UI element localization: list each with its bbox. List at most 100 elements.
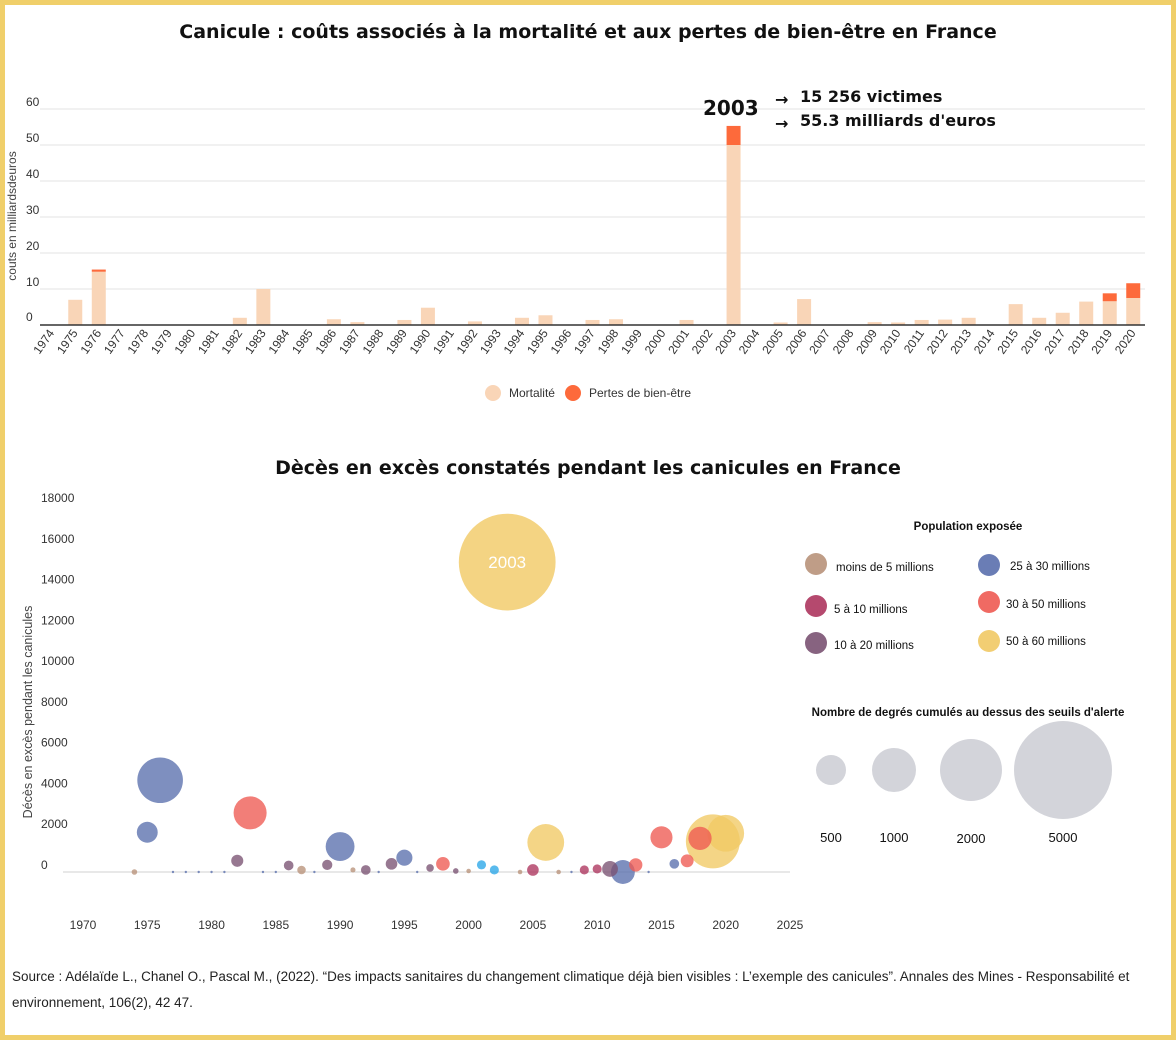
population-legend-swatch xyxy=(978,630,1000,652)
bar-x-tick-label: 2014 xyxy=(971,326,998,356)
bar-x-tick-label: 1989 xyxy=(383,326,410,356)
bubble-1982 xyxy=(231,854,244,867)
bar-x-tick-label: 1996 xyxy=(548,326,575,356)
bar-chart-title: Canicule : coûts associés à la mortalité… xyxy=(179,21,997,43)
bar-x-tick-label: 1983 xyxy=(242,326,269,356)
bar-x-tick-label: 1987 xyxy=(336,326,363,356)
bar-x-tick-label: 2007 xyxy=(806,326,833,356)
legend-label-pertes: Pertes de bien-être xyxy=(588,386,692,400)
bar-mortalite-2010 xyxy=(891,322,906,325)
bubble-x-tick-label: 2000 xyxy=(455,918,482,932)
bar-mortalite-2012 xyxy=(938,319,953,325)
bar-pertes-2003 xyxy=(726,125,741,145)
bar-x-tick-label: 2006 xyxy=(783,326,810,356)
bubble-1979 xyxy=(197,870,200,874)
bar-x-tick-label: 2002 xyxy=(689,326,716,356)
size-legend-label: 500 xyxy=(820,830,842,845)
bar-x-tick-label: 2018 xyxy=(1065,326,1092,356)
bubble-1981 xyxy=(223,870,226,874)
annotation-arrow-1: → xyxy=(775,90,789,109)
bar-mortalite-1990 xyxy=(420,307,435,325)
bar-mortalite-1986 xyxy=(326,319,341,325)
bar-mortalite-1975 xyxy=(68,299,83,325)
size-legend-circle xyxy=(872,748,916,792)
size-legend-label: 2000 xyxy=(957,831,986,846)
bubble-2000 xyxy=(466,868,471,874)
bar-mortalite-2019 xyxy=(1102,301,1117,325)
population-legend-swatch xyxy=(805,595,827,617)
bar-mortalite-2015 xyxy=(1008,304,1023,325)
bar-y-tick-label: 10 xyxy=(26,275,40,289)
bubble-1990 xyxy=(325,832,355,861)
bar-pertes-2019 xyxy=(1102,293,1117,302)
bubble-y-tick-label: 4000 xyxy=(41,776,68,790)
bar-x-tick-label: 2000 xyxy=(642,326,669,356)
bubble-y-tick-label: 0 xyxy=(41,858,48,872)
bubble-x-tick-label: 2005 xyxy=(520,918,547,932)
bubble-chart-title: Dècès en excès constatés pendant les can… xyxy=(275,457,901,479)
bar-x-tick-label: 1992 xyxy=(454,326,481,356)
bar-y-tick-label: 40 xyxy=(26,167,40,181)
bar-x-tick-label: 1976 xyxy=(77,326,104,356)
bar-mortalite-2016 xyxy=(1032,317,1047,325)
bubble-2004 xyxy=(517,869,523,875)
bar-x-tick-label: 2005 xyxy=(759,326,786,356)
population-legend-label: 50 à 60 millions xyxy=(1006,636,1086,648)
bubble-x-tick-label: 2010 xyxy=(584,918,611,932)
bubble-1987 xyxy=(297,865,306,875)
bar-mortalite-1998 xyxy=(609,319,624,325)
bar-mortalite-2001 xyxy=(679,319,694,325)
bubble-1984 xyxy=(261,870,265,874)
bubble-2018 xyxy=(688,826,712,850)
bar-mortalite-2009 xyxy=(867,322,882,325)
source-citation: Source : Adélaïde L., Chanel O., Pascal … xyxy=(12,969,1130,1010)
bubble-2003-label: 2003 xyxy=(488,553,526,572)
bubble-2007 xyxy=(556,869,561,875)
bubble-2013 xyxy=(629,858,643,872)
bubble-1976 xyxy=(137,757,183,804)
bubble-y-axis-label: Décès en excès pendant les canicules xyxy=(21,606,35,819)
size-legend-title: Nombre de degrés cumulés au dessus des s… xyxy=(812,707,1125,719)
legend-swatch-mortalite xyxy=(484,385,501,401)
bar-mortalite-2013 xyxy=(961,317,976,325)
bar-x-tick-label: 1975 xyxy=(54,326,81,356)
bar-x-tick-label: 1978 xyxy=(124,326,151,356)
bubble-x-tick-label: 1980 xyxy=(198,918,225,932)
bar-x-tick-label: 1998 xyxy=(595,326,622,356)
bar-x-tick-label: 2016 xyxy=(1018,326,1045,356)
bubble-2015 xyxy=(650,826,673,849)
bubble-2011 xyxy=(602,861,618,877)
bar-x-tick-label: 1985 xyxy=(289,326,316,356)
bubble-1997 xyxy=(426,864,434,872)
population-legend-swatch xyxy=(978,554,1000,576)
bubble-2003 xyxy=(458,513,556,611)
bubble-2008 xyxy=(570,870,573,874)
bubble-1994 xyxy=(385,858,398,870)
bar-y-axis-label: couts en milliardsdeuros xyxy=(5,151,19,280)
bar-x-tick-label: 1994 xyxy=(501,326,528,356)
bar-x-tick-label: 1981 xyxy=(195,326,222,356)
bubble-1975 xyxy=(136,821,158,843)
legend-item-mortalite[interactable]: Mortalité xyxy=(484,385,555,401)
bar-x-tick-label: 1984 xyxy=(266,326,293,356)
bubble-1996 xyxy=(416,870,419,874)
bar-mortalite-1983 xyxy=(256,289,271,325)
bar-pertes-1976 xyxy=(91,269,106,272)
annotation-victims: 15 256 victimes xyxy=(800,87,943,106)
bar-x-tick-label: 1979 xyxy=(148,326,175,356)
bar-mortalite-1987 xyxy=(350,322,365,325)
bubble-1989 xyxy=(322,859,333,870)
legend-item-pertes[interactable]: Pertes de bien-être xyxy=(564,385,692,401)
bar-mortalite-1997 xyxy=(585,319,600,325)
bar-x-tick-label: 2012 xyxy=(924,326,951,356)
size-legend-circle xyxy=(1014,721,1112,819)
population-legend-label: 10 à 20 millions xyxy=(834,640,914,652)
bar-mortalite-2018 xyxy=(1079,301,1094,325)
bubble-2017 xyxy=(680,854,694,868)
bubble-x-tick-label: 1970 xyxy=(70,918,97,932)
bar-mortalite-2006 xyxy=(797,299,812,325)
bar-mortalite-1992 xyxy=(467,321,482,325)
bar-x-tick-label: 2003 xyxy=(712,326,739,356)
bar-x-tick-label: 2015 xyxy=(994,326,1021,356)
